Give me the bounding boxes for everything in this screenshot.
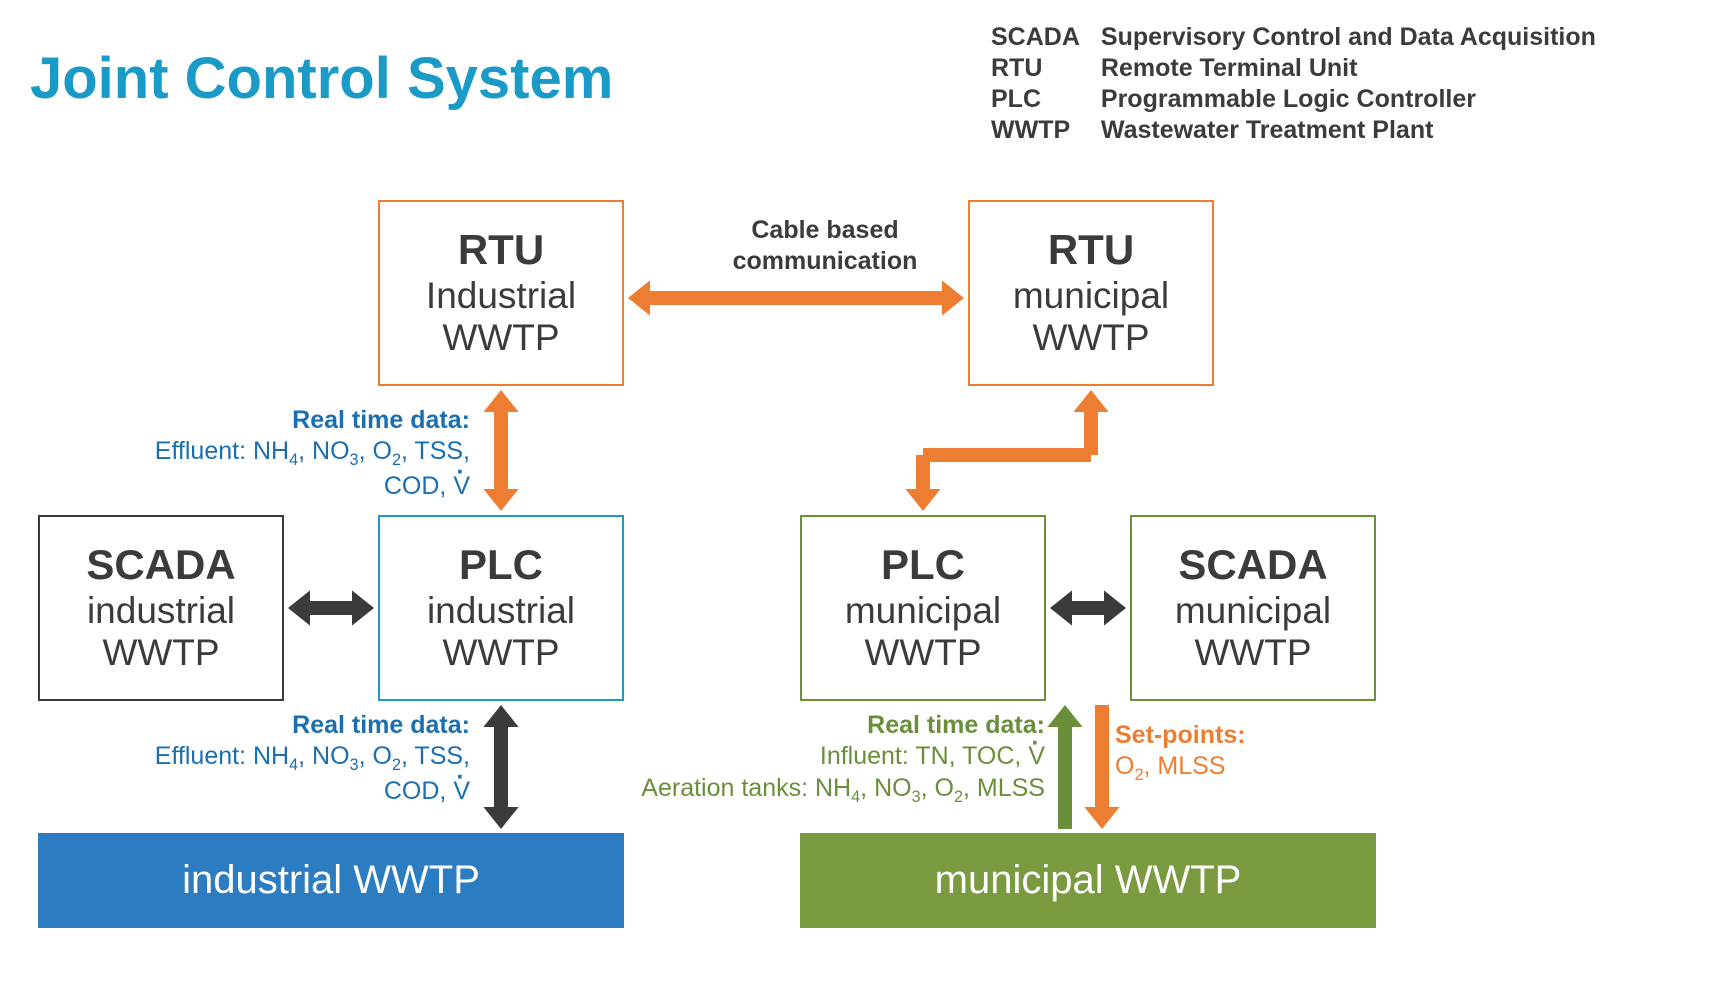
node-line3: WWTP xyxy=(102,632,219,675)
node-line1: RTU xyxy=(1048,226,1134,274)
legend-row: PLCProgrammable Logic Controller xyxy=(990,84,1597,115)
legend-row: SCADASupervisory Control and Data Acquis… xyxy=(990,22,1597,53)
label-realtime-industrial-top: Real time data:Effluent: NH4, NO3, O2, T… xyxy=(110,405,470,502)
node-scada-municipal: SCADAmunicipalWWTP xyxy=(1130,515,1376,701)
node-line1: PLC xyxy=(881,541,965,589)
node-line1: SCADA xyxy=(1178,541,1327,589)
node-line1: RTU xyxy=(458,226,544,274)
node-line2: municipal xyxy=(845,590,1001,633)
node-line2: municipal xyxy=(1175,590,1331,633)
bar-municipal-wwtp: municipal WWTP xyxy=(800,833,1376,928)
node-line1: PLC xyxy=(459,541,543,589)
node-rtu-industrial: RTUIndustrialWWTP xyxy=(378,200,624,386)
node-line3: WWTP xyxy=(442,632,559,675)
node-plc-municipal: PLCmunicipalWWTP xyxy=(800,515,1046,701)
legend-row: WWTPWastewater Treatment Plant xyxy=(990,115,1597,146)
legend-table: SCADASupervisory Control and Data Acquis… xyxy=(990,22,1597,146)
label-cable-communication: Cable basedcommunication xyxy=(700,215,950,278)
node-line2: industrial xyxy=(87,590,235,633)
label-realtime-industrial-bottom: Real time data:Effluent: NH4, NO3, O2, T… xyxy=(110,710,470,807)
node-line1: SCADA xyxy=(86,541,235,589)
node-line2: Industrial xyxy=(426,275,576,318)
page-title: Joint Control System xyxy=(30,45,613,112)
node-line2: industrial xyxy=(427,590,575,633)
node-plc-industrial: PLCindustrialWWTP xyxy=(378,515,624,701)
bar-industrial-wwtp: industrial WWTP xyxy=(38,833,624,928)
label-setpoints: Set-points:O2, MLSS xyxy=(1115,720,1375,786)
node-line2: municipal xyxy=(1013,275,1169,318)
node-rtu-municipal: RTUmunicipalWWTP xyxy=(968,200,1214,386)
label-realtime-municipal: Real time data:Influent: TN, TOC, VAerat… xyxy=(595,710,1045,807)
node-line3: WWTP xyxy=(442,317,559,360)
node-line3: WWTP xyxy=(864,632,981,675)
node-scada-industrial: SCADAindustrialWWTP xyxy=(38,515,284,701)
legend: SCADASupervisory Control and Data Acquis… xyxy=(990,22,1597,146)
node-line3: WWTP xyxy=(1194,632,1311,675)
legend-row: RTURemote Terminal Unit xyxy=(990,53,1597,84)
node-line3: WWTP xyxy=(1032,317,1149,360)
